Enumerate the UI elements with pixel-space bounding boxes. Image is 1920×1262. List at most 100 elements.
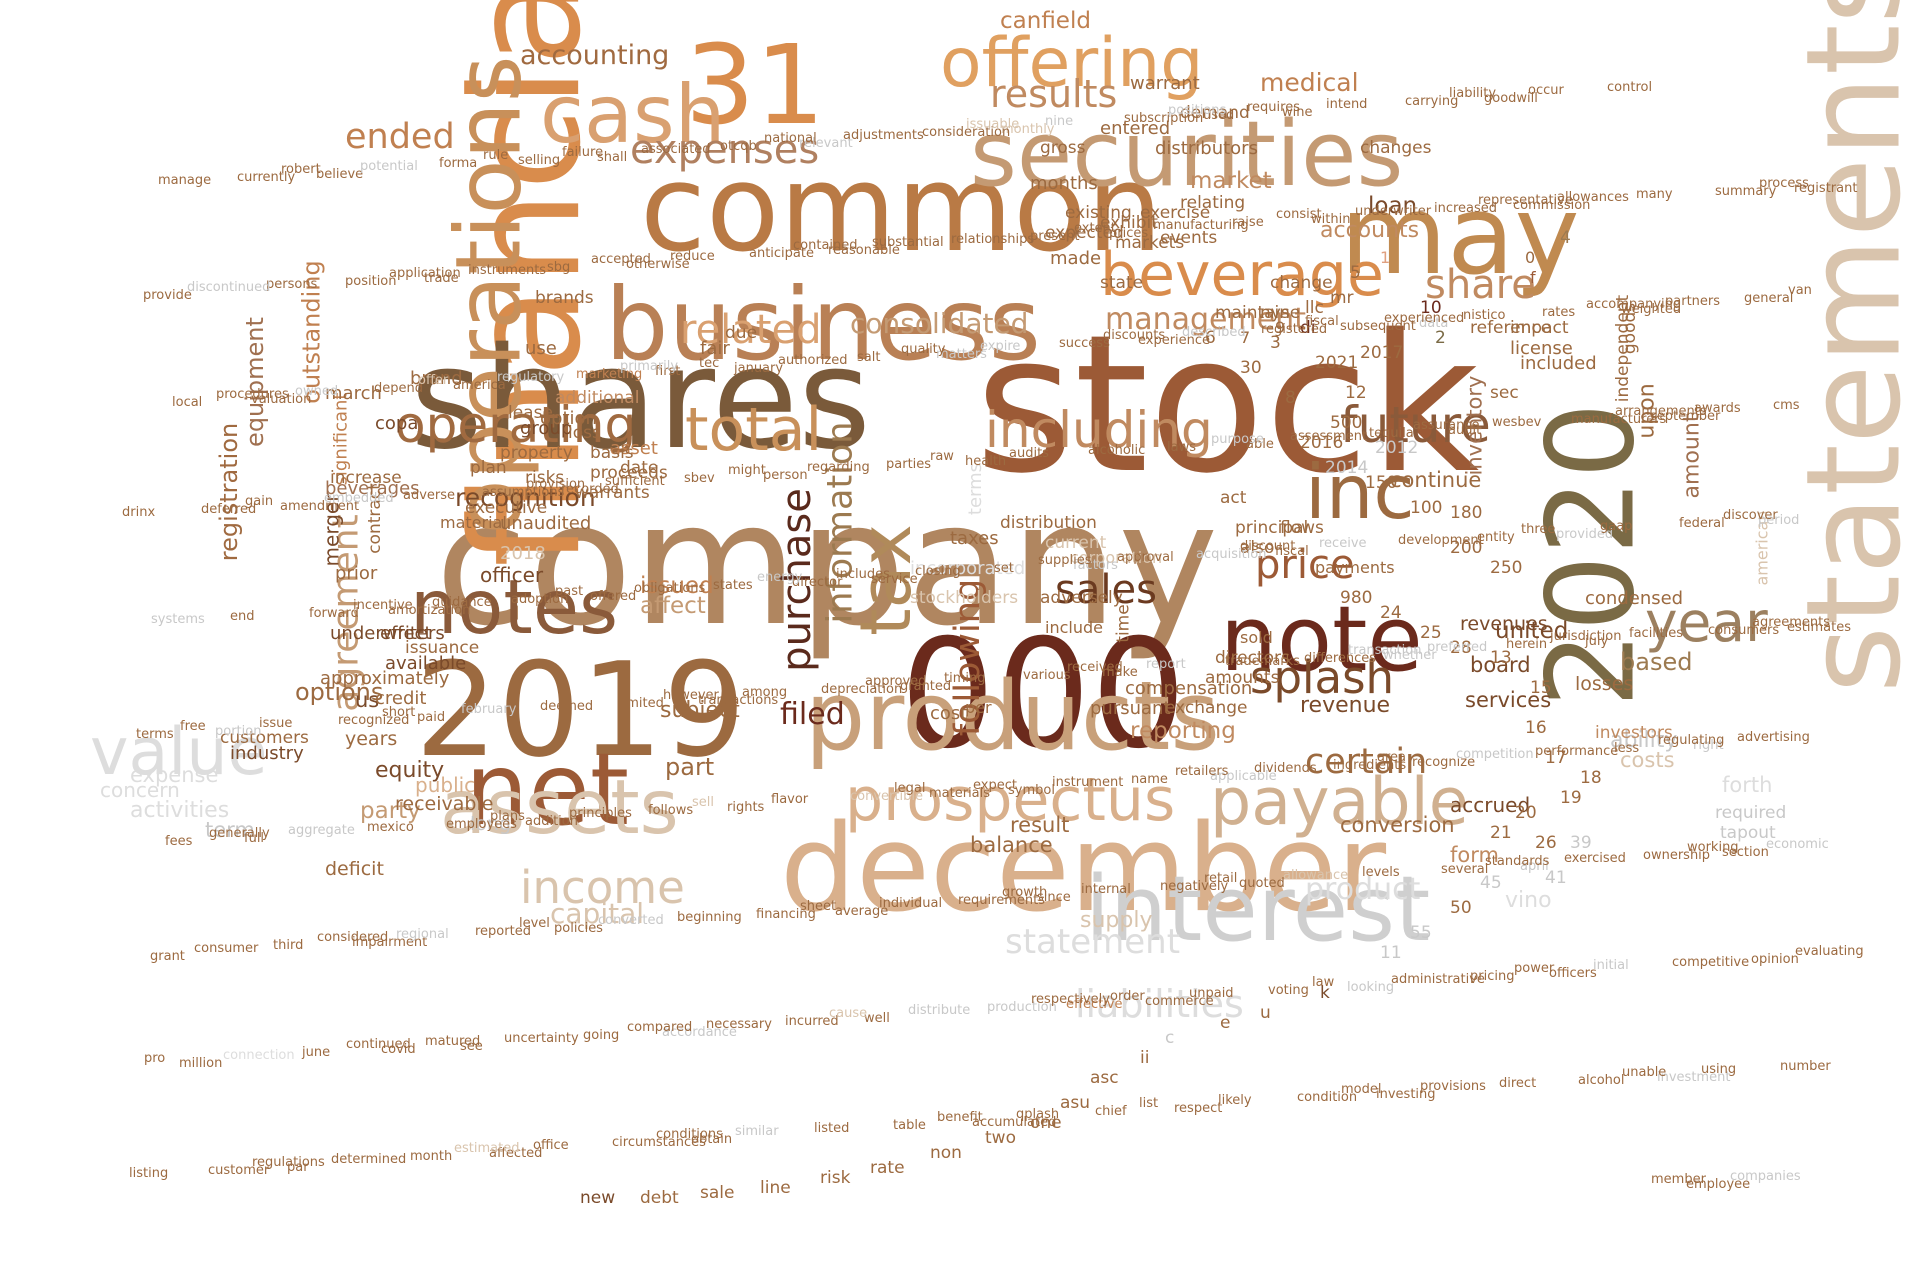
word-gross: gross xyxy=(1040,138,1086,158)
word-well: well xyxy=(864,1011,890,1026)
word-materials: materials xyxy=(929,786,991,801)
word-common: common xyxy=(640,140,1163,279)
word-made: made xyxy=(1050,248,1102,269)
word-reporting: reporting xyxy=(1130,718,1236,744)
word-respect: respect xyxy=(1174,1101,1223,1116)
word-provision: provision xyxy=(526,477,586,492)
word-raise: raise xyxy=(1232,215,1264,230)
word-similar: similar xyxy=(735,1124,779,1139)
word-offered: offered xyxy=(590,589,637,604)
word-office: office xyxy=(533,1138,569,1153)
word-van: van xyxy=(1788,283,1812,298)
word-assets: assets xyxy=(440,763,679,851)
word-incorporated: incorporated xyxy=(910,558,1026,579)
word-per: per xyxy=(965,698,992,717)
word-28: 28 xyxy=(1450,638,1472,658)
word-gain: gain xyxy=(245,494,274,509)
word-50: 50 xyxy=(1450,898,1472,918)
word-flavor: flavor xyxy=(771,792,809,807)
word-accrued: accrued xyxy=(1450,793,1531,817)
word-recognized: recognized xyxy=(338,713,410,728)
word-statement: statement xyxy=(1005,922,1181,962)
word-principles: principles xyxy=(569,806,632,821)
word-existing: existing xyxy=(1065,203,1132,223)
word-8: 8 xyxy=(1285,388,1296,408)
word-material: material xyxy=(440,513,507,532)
word-april: april xyxy=(1520,859,1549,874)
word-2017: 2017 xyxy=(1360,343,1404,363)
word-director: director xyxy=(792,575,843,590)
word-development: development xyxy=(1398,533,1484,548)
word-activities: activities xyxy=(130,798,230,823)
word-facilities: facilities xyxy=(1629,626,1684,641)
word-17: 17 xyxy=(1545,748,1567,768)
word-timing: timing xyxy=(944,671,986,686)
word-filed: filed xyxy=(780,697,845,732)
word-employee: employee xyxy=(1686,1177,1751,1192)
word-loss: loss xyxy=(568,423,601,443)
word-consist: consist xyxy=(1276,207,1322,222)
word-brands: brands xyxy=(535,288,594,308)
word-described: described xyxy=(1182,325,1246,340)
word-deemed: deemed xyxy=(540,699,594,714)
word-forma: forma xyxy=(439,156,478,171)
word-inc: inc xyxy=(1305,448,1415,536)
word-make: make xyxy=(1102,665,1138,680)
word-25: 25 xyxy=(1420,623,1442,643)
word-accounting: accounting xyxy=(520,40,670,71)
word-experienced: experienced xyxy=(1384,311,1465,326)
word-ability: ability xyxy=(1610,728,1678,753)
word-extent: extent xyxy=(1074,221,1116,236)
word-prior: prior xyxy=(335,563,378,584)
word-amortization: amortization xyxy=(388,603,471,618)
word-supplies: supplies xyxy=(1038,553,1092,568)
word-net: net xyxy=(465,731,630,848)
word-ended: ended xyxy=(345,117,455,157)
word-jurisdiction: jurisdiction xyxy=(1550,629,1622,644)
word-effective: effective xyxy=(1066,997,1123,1012)
word-listed: listed xyxy=(814,1121,850,1136)
word-discount: discount xyxy=(1240,539,1296,554)
word-llc: llc xyxy=(1305,298,1324,318)
word-partners: partners xyxy=(1665,294,1721,309)
word-levels: levels xyxy=(1362,865,1400,880)
word-pursuant: pursuant xyxy=(1090,698,1171,719)
word-competitive: competitive xyxy=(1672,955,1750,970)
word-position: position xyxy=(345,274,397,289)
word-summary: summary xyxy=(1715,184,1777,199)
word-including: including xyxy=(985,401,1213,459)
word-11: 11 xyxy=(1380,943,1402,963)
word-500: 500 xyxy=(1330,413,1363,433)
word-provided: provided xyxy=(1556,527,1614,542)
word-cash: cash xyxy=(540,68,726,161)
word-39: 39 xyxy=(1570,833,1592,853)
word-warrants: warrants xyxy=(575,483,650,503)
word-administrative: administrative xyxy=(1391,972,1485,987)
word-adoption: adoption xyxy=(511,592,569,607)
word-c: c xyxy=(1165,1028,1175,1048)
word-date: date xyxy=(620,458,659,478)
word-use: use xyxy=(525,338,557,359)
word-regulations: regulations xyxy=(252,1155,325,1170)
word-operating: operating xyxy=(395,396,637,454)
word-equipment: equipment xyxy=(240,317,269,447)
word-impact: impact xyxy=(1510,318,1569,338)
word-continue: continue xyxy=(1390,468,1482,492)
word-factors: factors xyxy=(1073,558,1118,573)
word-awards: awards xyxy=(1694,401,1741,416)
word-obligations: obligations xyxy=(634,581,706,596)
word-positions: positions xyxy=(1168,103,1227,118)
word-sheet: sheet xyxy=(800,899,837,914)
word-maintain: maintain xyxy=(1215,303,1291,323)
word-opinion: opinion xyxy=(1751,952,1799,967)
word-change: change xyxy=(1270,273,1333,293)
word-pro: pro xyxy=(144,1051,166,1066)
word-adverse: adverse xyxy=(403,488,456,503)
word-markets: markets xyxy=(1115,233,1185,253)
word-price: price xyxy=(1255,542,1355,588)
word-herein: herein xyxy=(1506,637,1548,652)
word-arrangements: arrangements xyxy=(1615,404,1707,419)
word-exhibit: exhibit xyxy=(1100,213,1158,233)
word-representative: representative xyxy=(1478,193,1573,208)
